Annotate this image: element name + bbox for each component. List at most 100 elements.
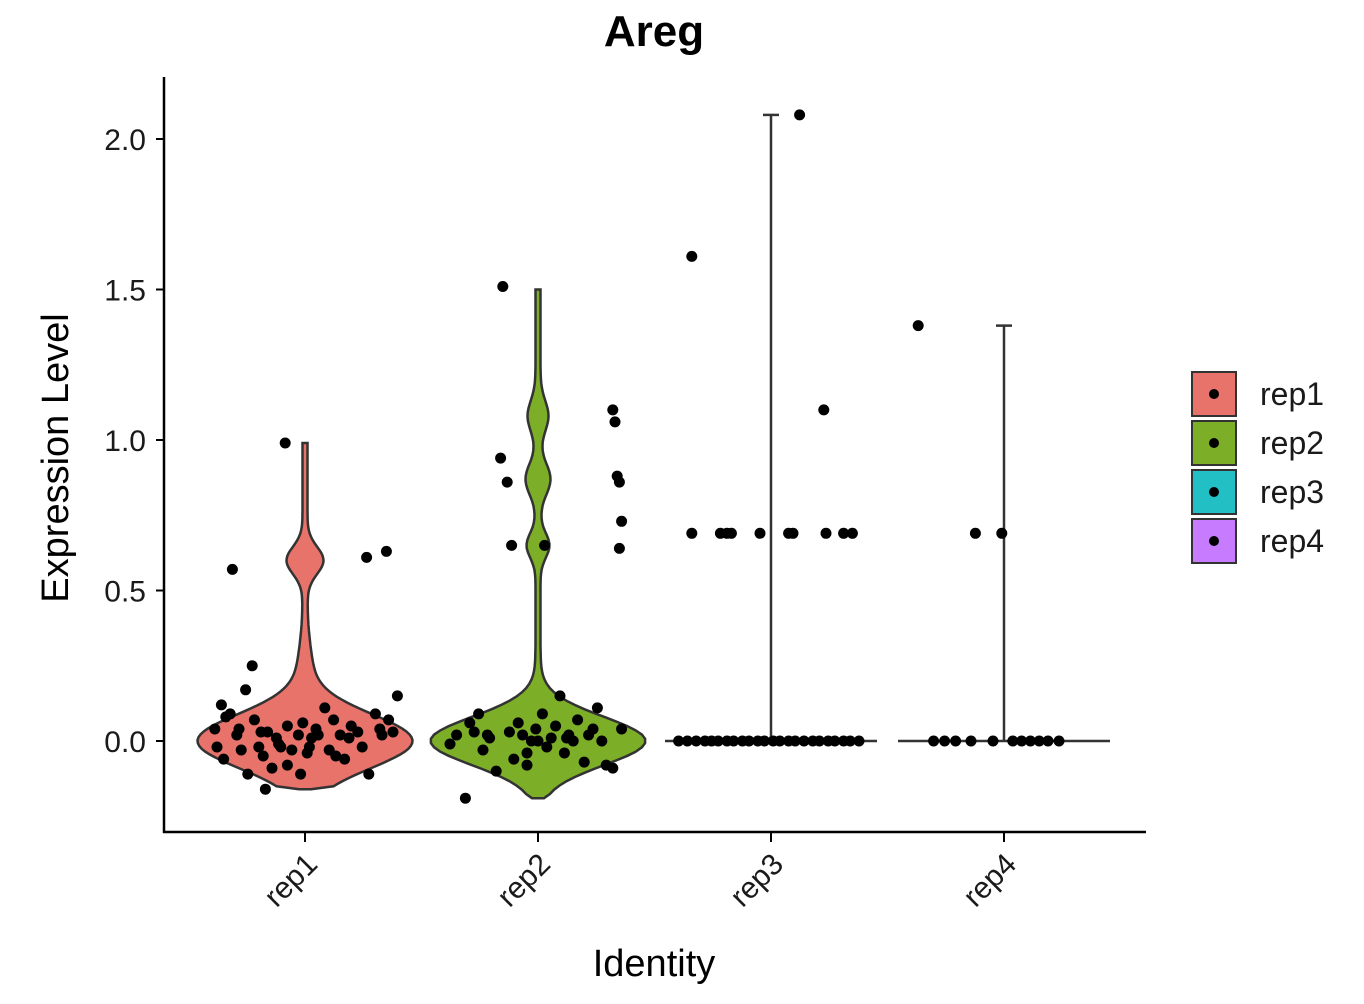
data-point-rep1	[226, 563, 238, 575]
data-point-rep2	[459, 792, 471, 804]
data-point-rep1	[281, 720, 293, 732]
data-point-rep1	[303, 741, 315, 753]
data-point-rep2	[451, 729, 463, 741]
x-tick-label: rep2	[491, 848, 557, 914]
data-point-rep2	[521, 747, 533, 759]
data-point-rep1	[253, 741, 265, 753]
data-point-rep1	[292, 729, 304, 741]
data-point-rep1	[215, 699, 227, 711]
data-point-rep1	[363, 768, 375, 780]
data-point-rep1	[319, 702, 331, 714]
data-point-rep3	[838, 527, 850, 539]
data-point-rep1	[361, 551, 373, 563]
data-point-rep1	[369, 708, 381, 720]
data-point-rep1	[352, 726, 364, 738]
chart-title: Areg	[604, 7, 704, 56]
data-point-rep2	[550, 720, 562, 732]
data-point-rep2	[468, 726, 480, 738]
data-point-rep2	[541, 741, 553, 753]
data-point-rep2	[444, 738, 456, 750]
data-point-rep3	[829, 735, 841, 747]
data-point-rep4	[1042, 735, 1054, 747]
data-point-rep2	[536, 708, 548, 720]
data-point-rep2	[506, 539, 518, 551]
data-point-rep2	[616, 515, 628, 527]
data-point-rep1	[286, 744, 298, 756]
legend-label-rep3: rep3	[1260, 474, 1324, 510]
data-point-rep2	[481, 729, 493, 741]
data-point-rep3	[728, 735, 740, 747]
data-point-rep2	[464, 717, 476, 729]
violin-rep2	[429, 288, 647, 800]
data-point-rep4	[969, 527, 981, 539]
data-point-rep3	[774, 735, 786, 747]
data-point-rep1	[383, 714, 395, 726]
data-point-rep1	[211, 741, 223, 753]
data-point-rep1	[281, 759, 293, 771]
data-point-rep3	[787, 527, 799, 539]
x-tick-label: rep3	[724, 848, 790, 914]
legend-label-rep2: rep2	[1260, 425, 1324, 461]
data-point-rep2	[532, 735, 544, 747]
data-point-rep1	[259, 783, 271, 795]
data-point-rep4	[1033, 735, 1045, 747]
data-point-rep1	[255, 726, 267, 738]
data-point-rep3	[712, 735, 724, 747]
data-point-rep1	[218, 753, 230, 765]
data-point-rep1	[273, 738, 285, 750]
x-axis-title: Identity	[593, 943, 716, 985]
data-point-rep4	[928, 735, 940, 747]
data-point-rep1	[279, 437, 291, 449]
data-point-rep4	[987, 735, 999, 747]
data-point-rep2	[591, 702, 603, 714]
legend-label-rep4: rep4	[1260, 523, 1324, 559]
legend-dot-rep1	[1209, 389, 1219, 399]
data-point-rep1	[312, 729, 324, 741]
data-point-rep3	[725, 527, 737, 539]
legend-dot-rep4	[1209, 536, 1219, 546]
data-point-rep1	[240, 684, 252, 696]
data-point-rep3	[798, 735, 810, 747]
violin-layer	[196, 113, 1110, 800]
violin-rep1	[196, 441, 414, 791]
data-point-rep2	[545, 732, 557, 744]
data-point-rep1	[233, 723, 245, 735]
y-tick-label: 0.0	[104, 726, 146, 759]
data-point-rep2	[473, 708, 485, 720]
data-point-rep2	[613, 542, 625, 554]
data-point-rep2	[554, 690, 566, 702]
data-point-rep1	[235, 744, 247, 756]
data-point-rep3	[853, 735, 865, 747]
data-point-rep4	[1007, 735, 1019, 747]
data-point-rep2	[613, 476, 625, 488]
data-point-rep3	[743, 735, 755, 747]
y-axis-title: Expression Level	[35, 313, 77, 602]
data-point-rep1	[246, 660, 258, 672]
data-point-rep3	[686, 527, 698, 539]
data-point-rep2	[495, 452, 507, 464]
data-point-rep2	[503, 726, 515, 738]
data-point-rep1	[330, 750, 342, 762]
legend-dot-rep3	[1209, 487, 1219, 497]
legend-label-rep1: rep1	[1260, 376, 1324, 412]
data-point-rep2	[508, 753, 520, 765]
y-tick-label: 1.0	[104, 425, 146, 458]
data-point-rep3	[673, 735, 685, 747]
y-tick-label: 0.5	[104, 576, 146, 609]
data-point-rep2	[609, 416, 621, 428]
data-point-rep1	[391, 690, 403, 702]
data-point-rep3	[820, 527, 832, 539]
data-point-rep2	[530, 723, 542, 735]
data-point-rep1	[343, 732, 355, 744]
data-point-rep1	[376, 729, 388, 741]
data-point-rep4	[912, 320, 924, 332]
data-point-rep2	[561, 732, 573, 744]
data-point-rep3	[813, 735, 825, 747]
data-point-rep4	[1016, 735, 1028, 747]
data-point-rep2	[490, 765, 502, 777]
data-point-rep1	[339, 753, 351, 765]
data-point-rep2	[587, 723, 599, 735]
data-point-rep2	[607, 404, 619, 416]
data-point-rep3	[686, 250, 698, 262]
